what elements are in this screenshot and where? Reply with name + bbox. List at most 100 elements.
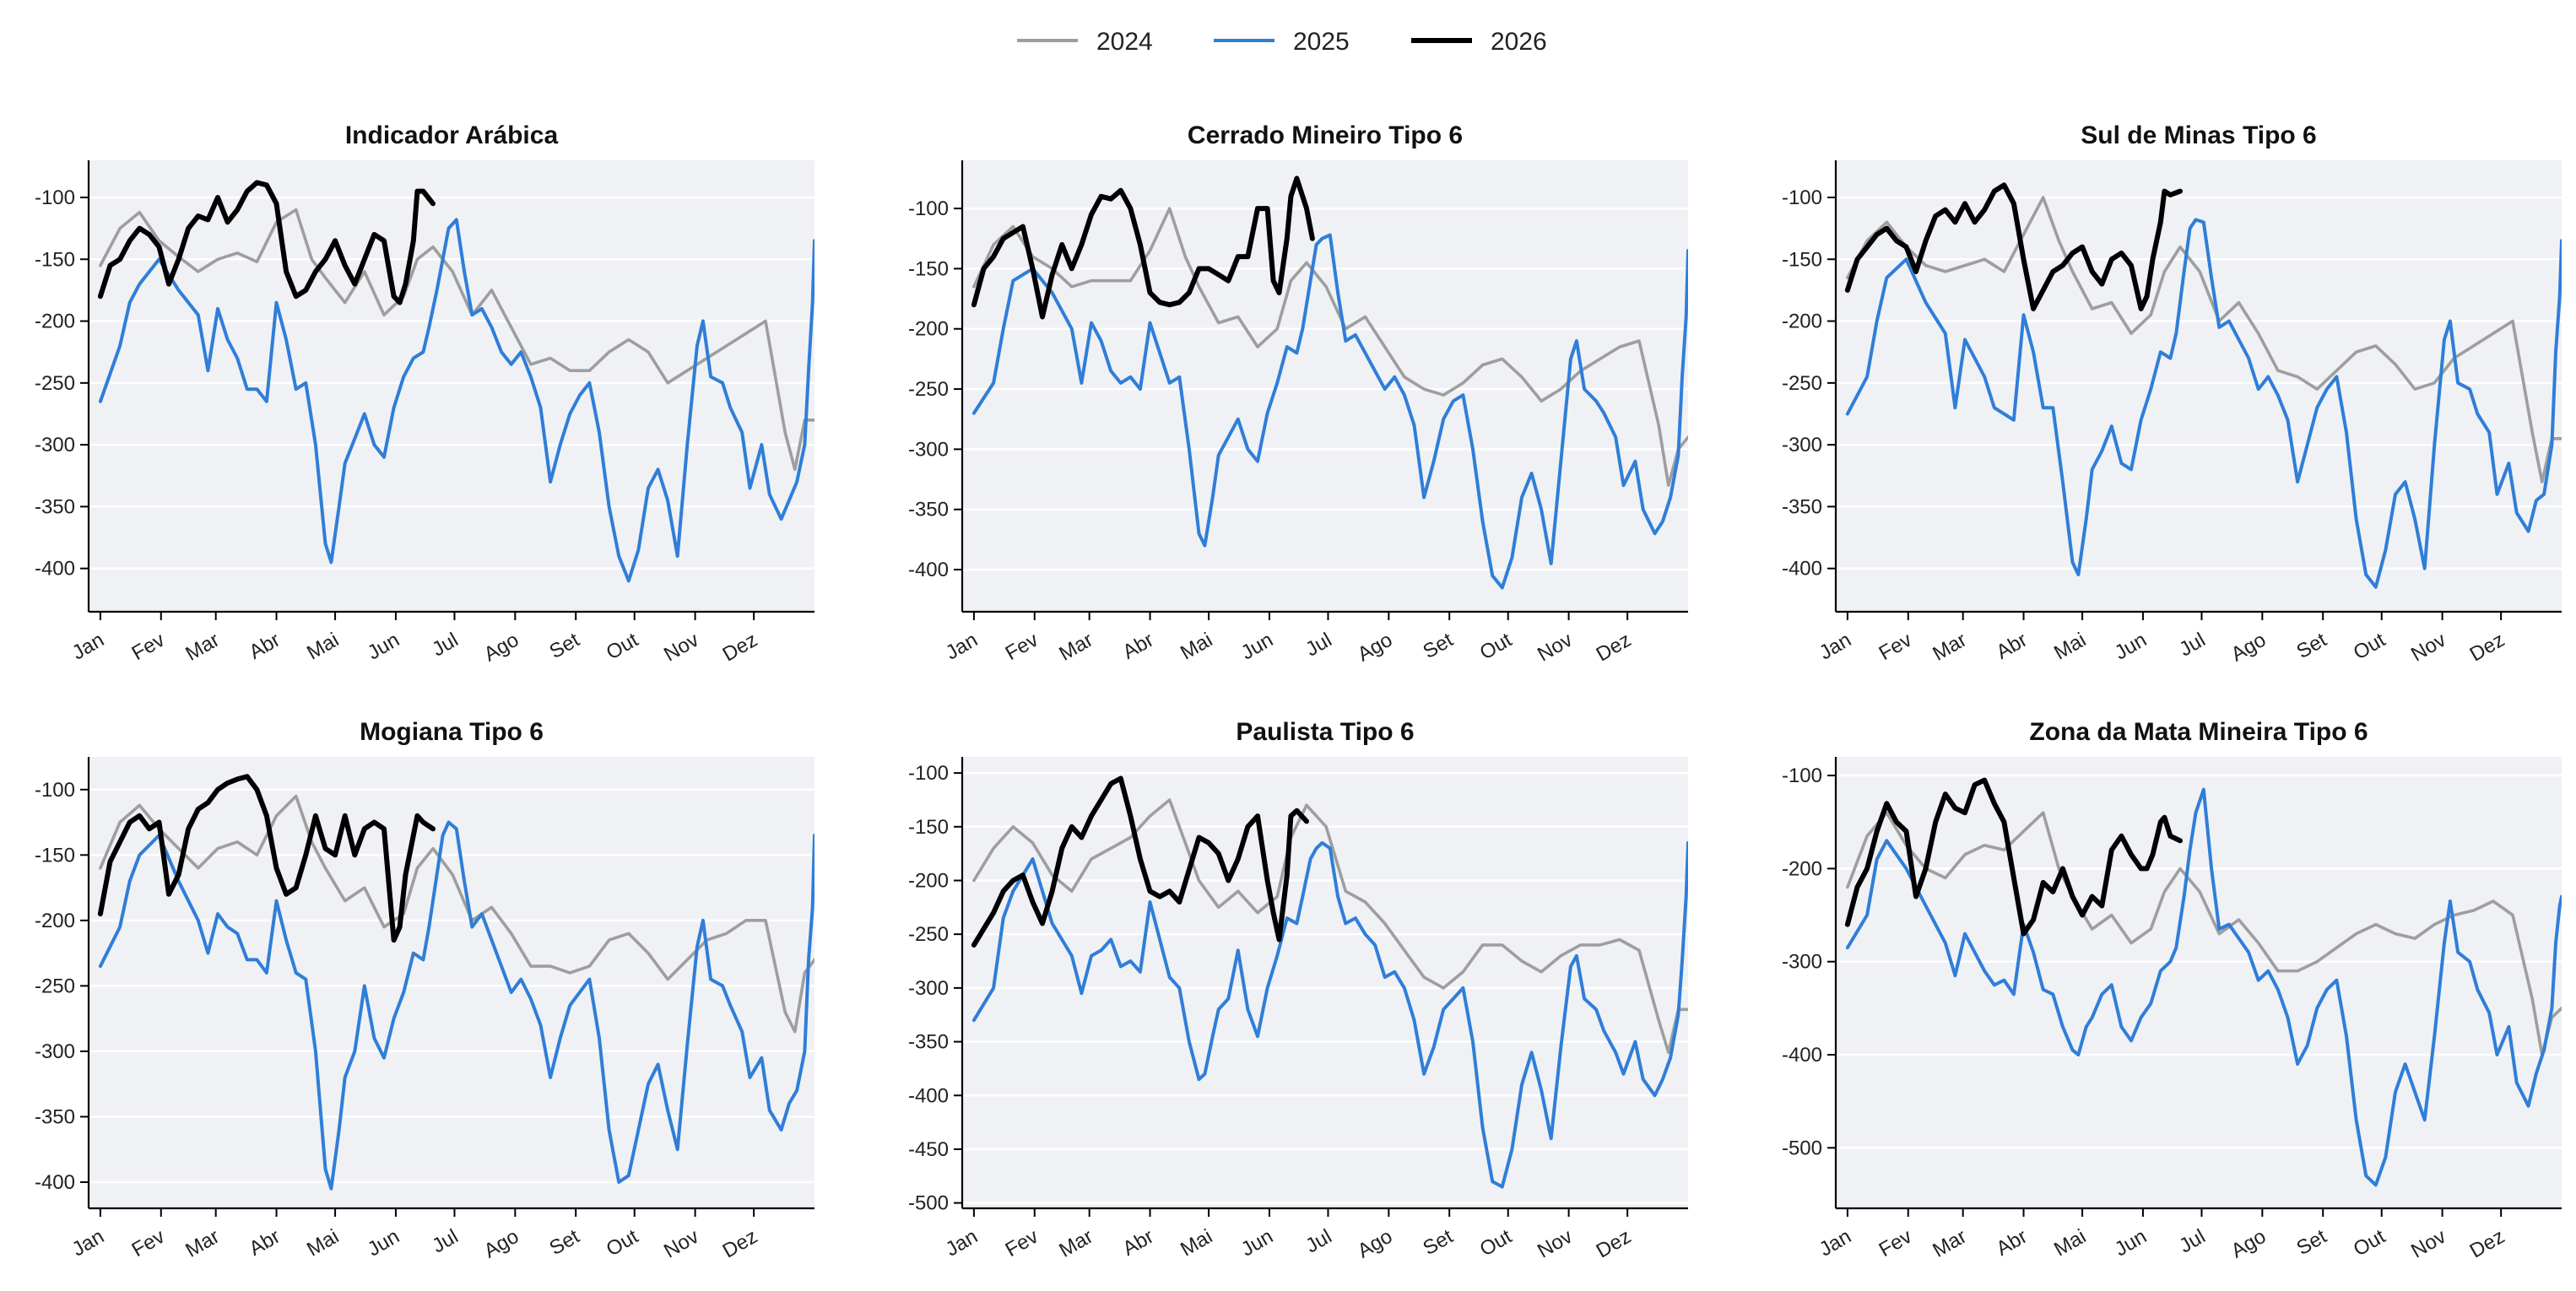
legend-label-2026: 2026: [1491, 28, 1547, 56]
x-tick-label-jul: Jul: [2175, 1225, 2209, 1258]
x-tick-label-jul: Jul: [428, 1225, 462, 1258]
y-tick-label: -150: [35, 844, 75, 867]
x-tick-label-abr: Abr: [1993, 1225, 2032, 1261]
panel-1: Indicador Arábica -100 -150 -200 -250 -300 -35…: [35, 122, 814, 667]
panel-6: Zona da Mata Mineira Tipo 6 -100 -200 -300 -…: [1782, 718, 2562, 1263]
x-tick-label-dez: Dez: [2466, 1225, 2508, 1263]
series-line-2025: [98, 218, 814, 583]
x-tick-label-jun: Jun: [1237, 1225, 1277, 1261]
y-tick-label: -200: [908, 318, 949, 341]
legend-label-2025: 2025: [1293, 28, 1350, 56]
y-tick-label: -100: [908, 762, 949, 785]
x-tick-label-dez: Dez: [1593, 1225, 1635, 1263]
x-tick-label-jan: Jan: [68, 629, 108, 665]
series-line-2026: [971, 775, 1309, 948]
series-line-2026: [1844, 182, 2183, 311]
series-line-2024: [972, 207, 1688, 487]
y-tick-label: -150: [1782, 248, 1822, 271]
x-tick-label-jun: Jun: [1237, 629, 1277, 665]
x-tick-label-nov: Nov: [1534, 1225, 1576, 1263]
x-tick-label-jan: Jan: [68, 1225, 108, 1261]
x-tick-label-set: Set: [1419, 629, 1457, 664]
y-tick-label: -500: [908, 1192, 949, 1215]
x-tick-label-fev: Fev: [1002, 1225, 1042, 1261]
y-tick-label: -400: [1782, 558, 1822, 581]
x-tick-label-jan: Jan: [1816, 629, 1855, 665]
y-tick-label: -350: [1782, 495, 1822, 518]
x-tick-label-set: Set: [545, 629, 583, 664]
x-tick-label-mar: Mar: [1055, 1225, 1096, 1262]
x-tick-label-out: Out: [1476, 1225, 1516, 1261]
x-tick-label-set: Set: [1419, 1225, 1457, 1261]
legend: 2024 2025 2026: [1017, 28, 1547, 56]
plot-area: [962, 160, 1688, 612]
y-tick-label: -150: [35, 248, 75, 271]
x-tick-label-dez: Dez: [719, 629, 761, 667]
series-line-2024: [99, 794, 814, 1034]
y-tick-label: -200: [908, 869, 949, 892]
series-line-2024: [1846, 811, 2562, 1056]
x-tick-label-ago: Ago: [1354, 1225, 1396, 1263]
y-tick-label: -100: [1782, 764, 1822, 787]
y-tick-label: -250: [35, 975, 75, 997]
y-tick-label: -300: [35, 1040, 75, 1063]
x-tick-label-nov: Nov: [660, 629, 702, 667]
y-tick-label: -350: [35, 1105, 75, 1128]
series-line-2026: [1844, 777, 2183, 937]
plot-area: [1836, 160, 2562, 612]
panel-5: Paulista Tipo 6 -100 -150 -200 -250 -300 -350 -…: [908, 718, 1688, 1263]
x-tick-label-jul: Jul: [2175, 629, 2209, 662]
series-line-2025: [98, 820, 814, 1191]
x-tick-label-jul: Jul: [1302, 1225, 1335, 1258]
x-tick-label-abr: Abr: [246, 629, 284, 664]
y-tick-label: -250: [35, 372, 75, 395]
x-tick-label-dez: Dez: [2466, 629, 2508, 667]
x-tick-label-mai: Mai: [2050, 629, 2090, 665]
y-tick-label: -200: [35, 311, 75, 333]
y-tick-label: -200: [35, 910, 75, 932]
x-tick-label-fev: Fev: [1875, 629, 1916, 665]
x-tick-label-dez: Dez: [719, 1225, 761, 1263]
x-tick-label-nov: Nov: [2407, 629, 2449, 667]
x-tick-label-mai: Mai: [303, 629, 343, 665]
y-tick-label: -100: [35, 186, 75, 209]
series-line-2024: [1846, 196, 2562, 483]
series-line-2026: [97, 774, 436, 943]
y-tick-label: -400: [908, 1084, 949, 1107]
series-line-2025: [1845, 787, 2562, 1187]
y-tick-label: -400: [908, 559, 949, 581]
x-tick-label-ago: Ago: [1354, 629, 1396, 667]
y-tick-label: -200: [1782, 311, 1822, 333]
panel-4: Mogiana Tipo 6 -100 -150 -200 -250 -300 -350 -4…: [35, 718, 814, 1263]
x-tick-label-ago: Ago: [480, 629, 522, 667]
x-tick-label-out: Out: [2350, 629, 2389, 665]
legend-item-2024: 2024: [1017, 28, 1153, 56]
plot-area: [89, 160, 814, 612]
x-tick-label-out: Out: [2350, 1225, 2389, 1261]
plot-area: [1836, 757, 2562, 1208]
legend-item-2025: 2025: [1214, 28, 1350, 56]
y-tick-label: -150: [908, 816, 949, 839]
series-line-2026: [971, 176, 1315, 320]
x-tick-label-set: Set: [545, 1225, 583, 1261]
y-tick-label: -300: [35, 434, 75, 456]
y-tick-label: -100: [35, 779, 75, 802]
panel-title: Sul de Minas Tipo 6: [2081, 122, 2317, 149]
x-tick-label-fev: Fev: [128, 1225, 169, 1261]
x-tick-label-mar: Mar: [1929, 1225, 1970, 1262]
x-tick-label-nov: Nov: [2407, 1225, 2449, 1263]
x-tick-label-jun: Jun: [364, 1225, 403, 1261]
x-tick-label-jan: Jan: [1816, 1225, 1855, 1261]
y-tick-label: -300: [908, 438, 949, 461]
x-tick-label-jun: Jun: [364, 629, 403, 665]
x-tick-label-mai: Mai: [303, 1225, 343, 1261]
y-tick-label: -100: [1782, 186, 1822, 209]
x-tick-label-dez: Dez: [1593, 629, 1635, 667]
x-tick-label-mar: Mar: [1055, 629, 1096, 666]
series-line-2026: [97, 180, 436, 305]
x-tick-label-abr: Abr: [1119, 629, 1158, 664]
x-tick-label-mai: Mai: [1177, 1225, 1216, 1261]
y-tick-label: -100: [908, 197, 949, 220]
x-tick-label-jan: Jan: [942, 1225, 982, 1261]
